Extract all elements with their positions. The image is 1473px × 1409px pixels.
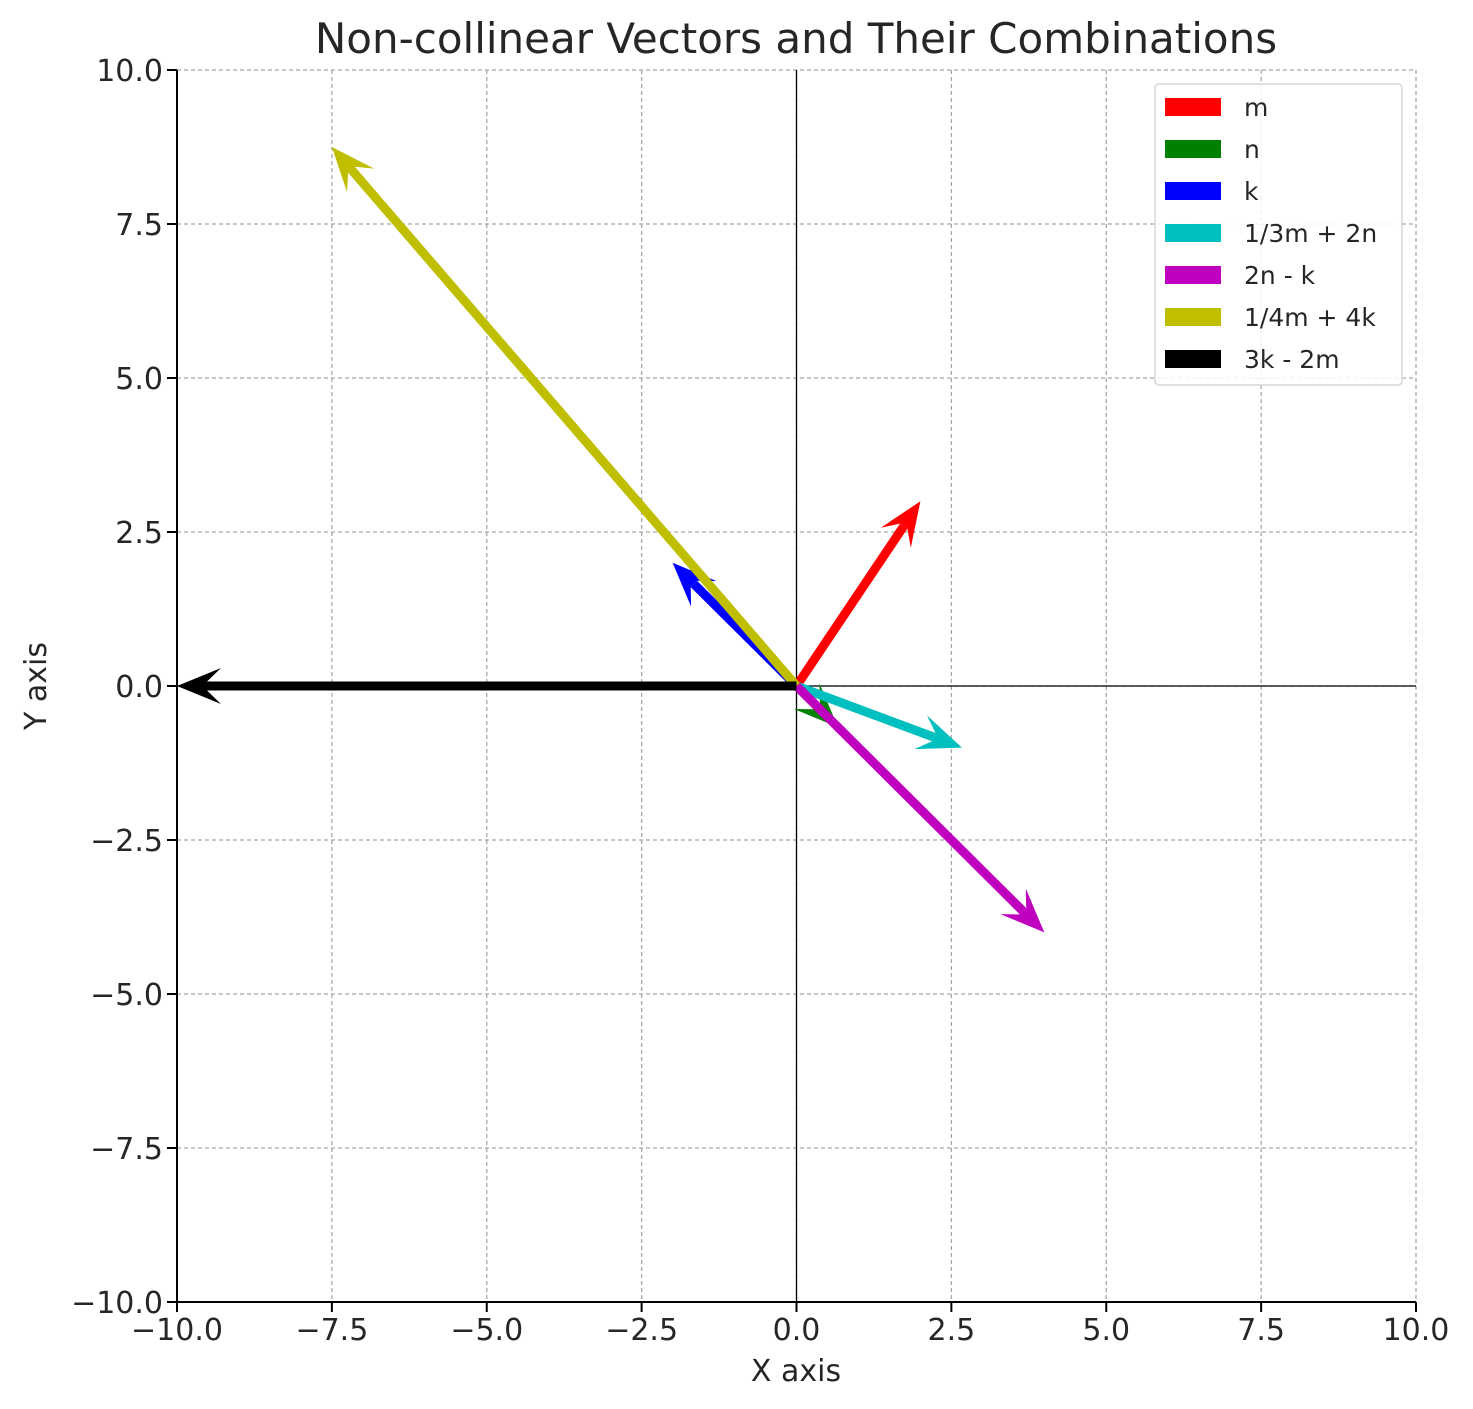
vector-arrow xyxy=(793,682,1045,933)
vector-arrowhead xyxy=(331,147,375,193)
legend-swatch xyxy=(1165,224,1221,242)
x-tick-label: 7.5 xyxy=(1237,1313,1285,1348)
x-axis-label: X axis xyxy=(751,1354,841,1389)
y-tick-label: −5.0 xyxy=(90,978,163,1013)
axes xyxy=(167,69,1417,1312)
x-tick-label: 0.0 xyxy=(773,1313,821,1348)
vector-arrowhead xyxy=(914,715,962,750)
legend-label: 1/4m + 4k xyxy=(1244,303,1376,332)
chart-title: Non-collinear Vectors and Their Combinat… xyxy=(315,14,1277,63)
vector-arrow xyxy=(331,147,800,689)
vector-arrows xyxy=(177,147,1045,933)
legend-items: mnk 1/3m + 2n 2n - k 1/4m + 4k 3k - 2m xyxy=(1165,93,1377,374)
vector-arrowhead xyxy=(880,501,921,548)
vector-arrow xyxy=(792,501,921,689)
vector-shaft xyxy=(794,681,936,742)
tick-labels: −10.0 −7.5 −5.0 −2.5 0.0 2.5 5.0 7.5 10.0 −10.0 −7… xyxy=(71,54,1449,1348)
y-axis-label: Y axis xyxy=(19,642,54,731)
legend-swatch xyxy=(1165,350,1221,368)
y-tick-label: 2.5 xyxy=(115,516,163,551)
legend: mnk 1/3m + 2n 2n - k 1/4m + 4k 3k - 2m xyxy=(1154,83,1403,386)
x-tick-label: −10.0 xyxy=(131,1313,223,1348)
legend-label: m xyxy=(1244,93,1268,122)
legend-label: n xyxy=(1244,135,1260,164)
vector-arrowhead xyxy=(1000,888,1045,933)
legend-swatch xyxy=(1165,140,1221,158)
legend-swatch xyxy=(1165,308,1221,326)
x-tick-label: −5.0 xyxy=(450,1313,523,1348)
y-tick-label: −10.0 xyxy=(71,1286,163,1321)
vector-arrow xyxy=(177,668,797,704)
y-tick-label: 5.0 xyxy=(115,362,163,397)
legend-swatch xyxy=(1165,266,1221,284)
x-tick-label: 10.0 xyxy=(1383,1313,1450,1348)
legend-label: 3k - 2m xyxy=(1244,345,1340,374)
vector-arrowhead xyxy=(672,562,717,607)
legend-swatch xyxy=(1165,182,1221,200)
legend-label: 1/3m + 2n xyxy=(1244,219,1377,248)
y-tick-label: 0.0 xyxy=(115,670,163,705)
x-tick-label: 2.5 xyxy=(928,1313,976,1348)
legend-label: k xyxy=(1244,177,1259,206)
x-tick-label: 5.0 xyxy=(1082,1313,1130,1348)
y-tick-label: −7.5 xyxy=(90,1132,163,1167)
vector-shaft xyxy=(793,682,1027,915)
legend-swatch xyxy=(1165,98,1221,116)
vector-arrowhead xyxy=(177,668,221,704)
x-tick-label: −7.5 xyxy=(295,1313,368,1348)
y-tick-label: 10.0 xyxy=(96,54,163,89)
legend-label: 2n - k xyxy=(1244,261,1316,290)
y-tick-label: 7.5 xyxy=(115,208,163,243)
y-tick-label: −2.5 xyxy=(90,824,163,859)
x-tick-label: −2.5 xyxy=(605,1313,678,1348)
vector-shaft xyxy=(348,166,800,689)
vector-arrow xyxy=(794,681,962,750)
vector-shaft xyxy=(792,523,908,689)
